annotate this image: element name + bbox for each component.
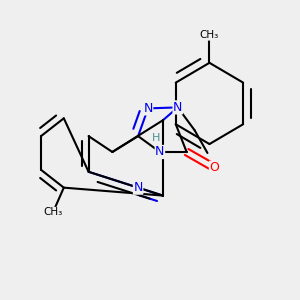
Text: N: N: [134, 181, 143, 194]
Text: N: N: [143, 102, 153, 115]
Text: N: N: [155, 146, 165, 158]
Text: O: O: [209, 161, 219, 174]
Text: CH₃: CH₃: [43, 207, 62, 218]
Text: N: N: [173, 101, 182, 114]
Text: CH₃: CH₃: [200, 30, 219, 40]
Text: H: H: [152, 133, 160, 143]
